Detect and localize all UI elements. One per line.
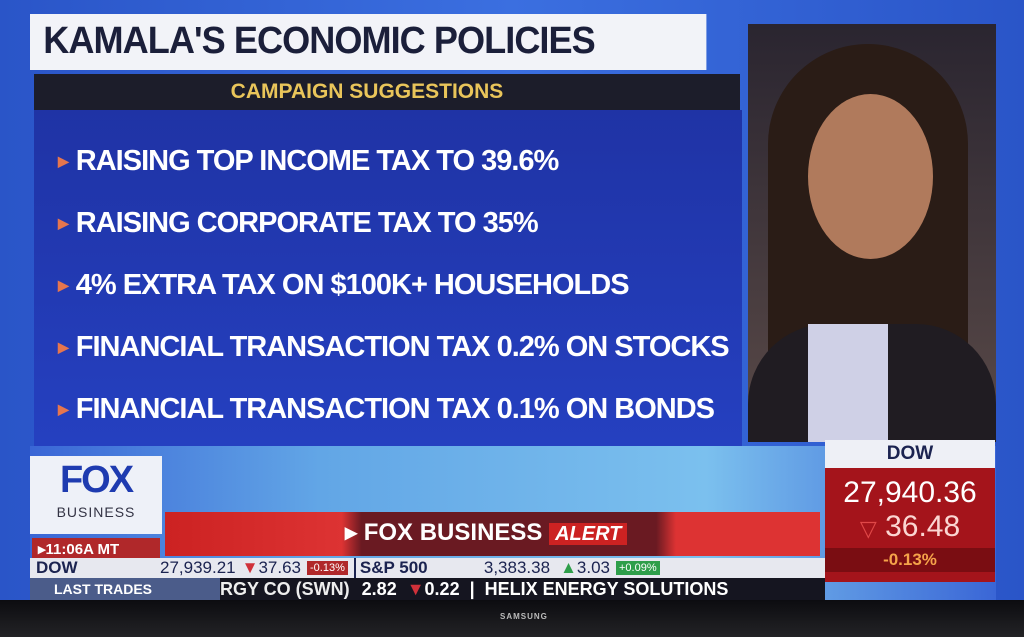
stock-change: 0.22 [424,578,460,599]
dow-change: 37.63 [258,558,302,577]
dow-box-pct: -0.13% [825,548,995,572]
policy-list: ▶ RAISING TOP INCOME TAX TO 39.6% ▶ RAISIN… [34,110,742,446]
bullet-triangle-icon: ▶ [58,338,69,355]
ticker-label: DOW [36,558,78,577]
headline-subtitle: CAMPAIGN SUGGESTIONS [34,74,740,110]
down-arrow-icon: ▼ [241,558,259,577]
up-arrow-icon: ▲ [560,558,577,577]
dow-box: DOW 27,940.36 ▽ 36.48 -0.13% [825,440,995,582]
list-item: ▶ RAISING TOP INCOME TAX TO 39.6% [34,130,742,192]
stock-price: 2.82 [361,578,397,599]
portrait-photo [748,24,996,442]
item-text: FINANCIAL TRANSACTION TAX 0.2% ON STOCKS [75,330,730,363]
last-trades-label: LAST TRADES [30,578,220,600]
alert-brand: FOX BUSINESS [363,519,543,546]
bullet-triangle-icon: ▶ [58,152,69,169]
fox-business-logo: FOX BUSINESS [30,456,162,534]
logo-text: FOX [59,459,134,501]
stock-name: RGY CO (SWN) [220,578,350,599]
tv-bezel [0,600,1024,637]
alert-bar: ▸ FOX BUSINESS ALERT [165,512,820,556]
sp-change: 3.03 [576,558,610,577]
headline-title: KAMALA'S ECONOMIC POLICIES [30,14,707,70]
dow-value: 27,939.21 [160,558,236,577]
dow-box-value: 27,940.36 [843,476,977,509]
item-text: RAISING TOP INCOME TAX TO 39.6% [75,144,560,177]
list-item: ▶ FINANCIAL TRANSACTION TAX 0.1% ON BONDS [34,378,742,440]
bullet-triangle-icon: ▶ [58,400,69,417]
sp-value: 3,383.38 [483,558,551,577]
tv-screen: KAMALA'S ECONOMIC POLICIES CAMPAIGN SUGG… [0,0,1024,610]
alert-label: ALERT [549,523,628,545]
sp-label: S&P 500 [353,558,484,578]
ticker-index-row: DOW 27,939.21 ▼ 37.63 -0.13% S&P 500 3,3… [30,558,825,578]
clock: ▸11:06A MT [32,538,160,560]
bullet-triangle-icon: ▶ [58,214,69,231]
list-item: ▶ 4% EXTRA TAX ON $100K+ HOUSEHOLDS [34,254,742,316]
bullet-triangle-icon: ▶ [58,276,69,293]
tv-brand-logo: SAMSUNG [500,612,548,621]
ticker-trades-row: LAST TRADES RGY CO (SWN) 2.82 ▼ 0.22 | H… [30,578,825,600]
sp-pct: +0.09% [615,561,660,575]
item-text: FINANCIAL TRANSACTION TAX 0.1% ON BONDS [75,392,715,425]
item-text: 4% EXTRA TAX ON $100K+ HOUSEHOLDS [75,268,630,301]
list-item: ▶ RAISING CORPORATE TAX TO 35% [34,192,742,254]
dow-pct: -0.13% [307,561,348,575]
stock-name: HELIX ENERGY SOLUTIONS [484,578,729,599]
time-text: 11:06A MT [45,541,120,558]
item-text: RAISING CORPORATE TAX TO 35% [75,206,539,239]
dow-box-label: DOW [825,440,995,468]
down-arrow-icon: ▼ [406,578,425,599]
down-arrow-icon: ▽ [859,516,877,541]
list-item: ▶ FINANCIAL TRANSACTION TAX 0.2% ON STOCK… [34,316,742,378]
logo-sub: BUSINESS [56,504,136,520]
dow-box-change: 36.48 [885,510,961,543]
